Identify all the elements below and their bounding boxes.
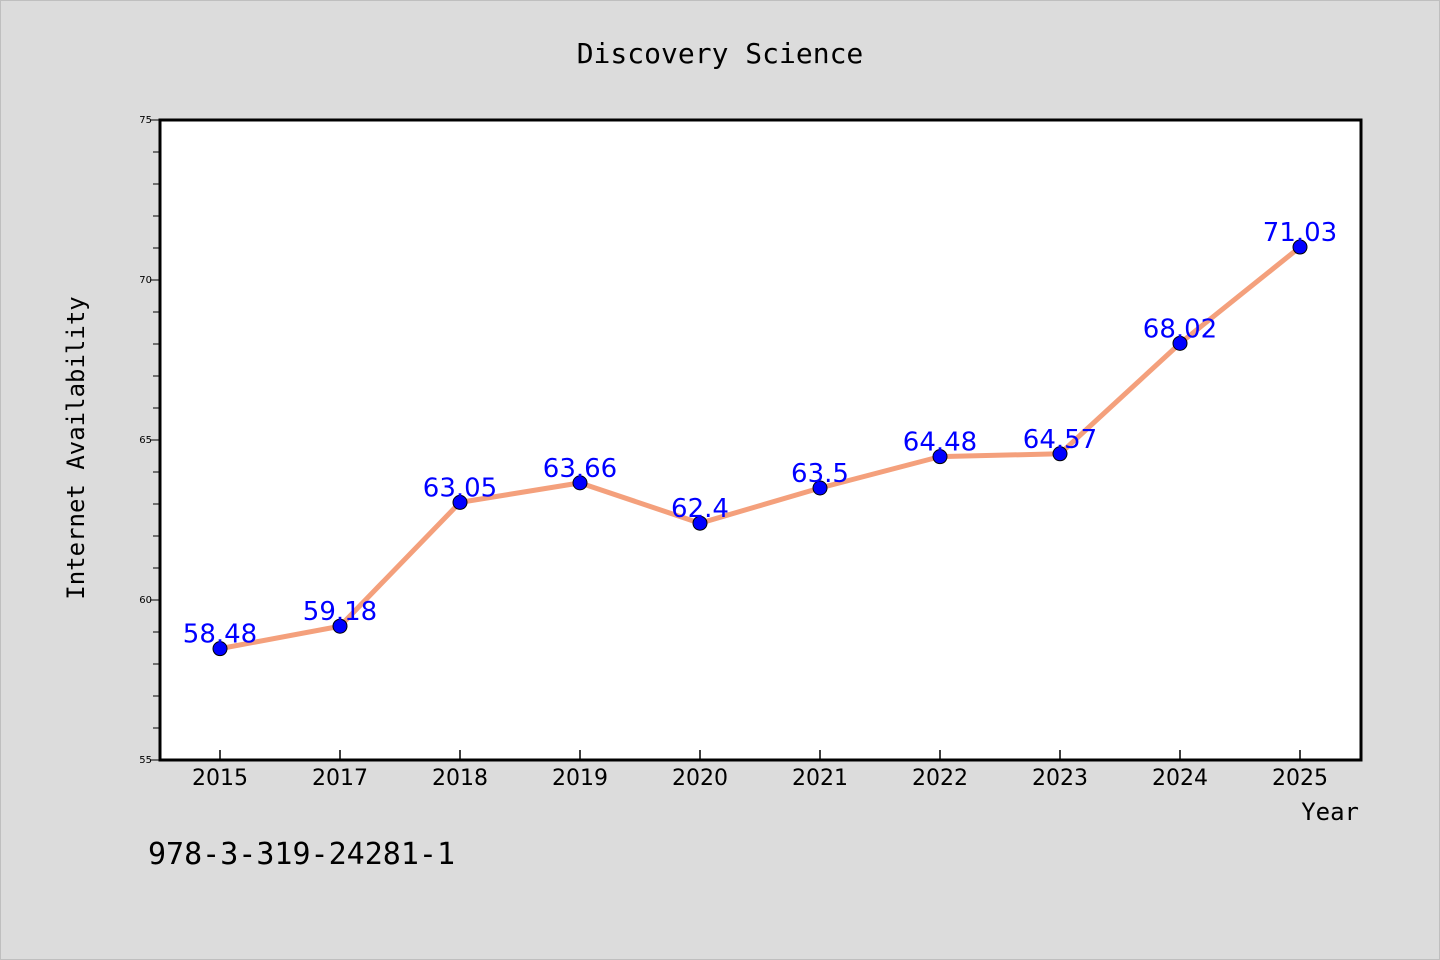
data-label: 64.57 xyxy=(1023,425,1097,455)
x-tick-label: 2017 xyxy=(312,766,368,791)
data-label: 63.5 xyxy=(791,459,849,489)
x-tick-label: 2023 xyxy=(1032,766,1088,791)
y-axis: 55 60 65 70 75 xyxy=(139,115,160,766)
data-label: 63.05 xyxy=(423,473,497,503)
plot-area xyxy=(158,118,1363,762)
data-label: 62.4 xyxy=(671,494,729,524)
y-tick-label: 70 xyxy=(139,275,152,286)
data-label: 64.48 xyxy=(903,428,977,458)
y-axis-label: Internet Availability xyxy=(62,296,90,599)
x-tick-label: 2018 xyxy=(432,766,488,791)
y-tick-label: 60 xyxy=(139,595,152,606)
data-point xyxy=(1292,239,1308,255)
x-tick-label: 2020 xyxy=(672,766,728,791)
series-line-group xyxy=(217,244,1303,652)
footnote-isbn: 978-3-319-24281-1 xyxy=(148,837,455,872)
data-point xyxy=(1052,446,1068,462)
x-tick-label: 2025 xyxy=(1272,766,1328,791)
data-point xyxy=(572,475,588,491)
x-tick-label: 2015 xyxy=(192,766,248,791)
x-axis-label: Year xyxy=(1301,798,1359,826)
data-label: 63.66 xyxy=(543,454,617,484)
data-point xyxy=(1172,335,1188,351)
data-point xyxy=(692,515,708,531)
y-tick-label: 75 xyxy=(139,115,152,126)
data-label: 68.02 xyxy=(1143,314,1217,344)
x-axis: 2015 2017 2018 2019 2020 2021 2022 2023 2024 2025 xyxy=(192,750,1328,791)
data-point xyxy=(932,449,948,465)
chart-title: Discovery Science xyxy=(577,37,864,70)
data-point xyxy=(212,641,228,657)
y-tick-label: 55 xyxy=(139,755,152,766)
y-tick-label: 65 xyxy=(139,435,152,446)
data-label: 58.48 xyxy=(183,620,257,650)
series-line xyxy=(217,244,1303,652)
data-point xyxy=(452,494,468,510)
x-tick-label: 2024 xyxy=(1152,766,1208,791)
data-point xyxy=(812,480,828,496)
data-labels: 58.48 59.18 63.05 63.66 62.4 63.5 64.48 64.57 68… xyxy=(183,218,1337,650)
x-tick-label: 2021 xyxy=(792,766,848,791)
data-point xyxy=(332,618,348,634)
x-tick-label: 2019 xyxy=(552,766,608,791)
x-tick-label: 2022 xyxy=(912,766,968,791)
data-label: 71.03 xyxy=(1263,218,1337,248)
data-label: 59.18 xyxy=(303,597,377,627)
data-points xyxy=(212,239,1308,657)
